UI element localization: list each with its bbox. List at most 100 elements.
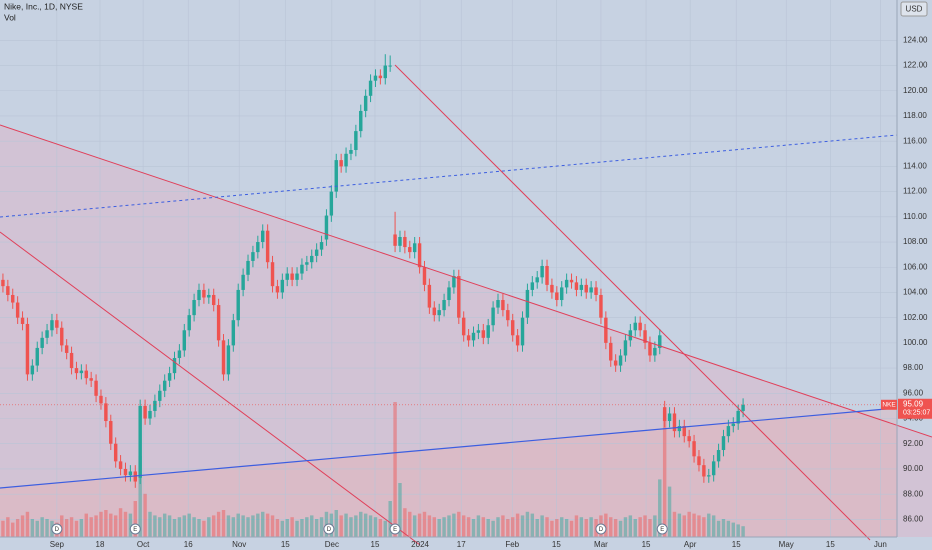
volume-bar	[187, 513, 191, 537]
candle-body	[324, 215, 329, 240]
candle-body	[177, 350, 182, 358]
candle-body	[442, 300, 446, 311]
candle-body	[6, 286, 10, 295]
candle-body	[167, 373, 172, 381]
y-tick-label: 98.00	[903, 363, 924, 372]
volume-bar	[359, 511, 363, 537]
currency-button[interactable]	[900, 1, 928, 17]
candle-body	[354, 131, 358, 151]
candle-body	[481, 330, 486, 338]
candle-body	[491, 307, 495, 326]
candle-body	[667, 413, 672, 422]
volume-bar	[363, 513, 368, 537]
candle-body	[69, 352, 74, 369]
volume-bar	[349, 517, 353, 537]
volume-bar	[231, 517, 236, 537]
candle-body	[162, 380, 167, 391]
candle-body	[638, 322, 642, 331]
candle-body	[383, 65, 387, 79]
candle-body	[373, 75, 378, 81]
x-tick-label: 18	[96, 540, 105, 549]
volume-bar	[648, 519, 652, 537]
candle-body	[716, 450, 721, 462]
volume-bar	[35, 520, 39, 537]
volume-bar	[520, 515, 525, 537]
candle-body	[692, 441, 696, 457]
volume-bar	[177, 517, 182, 537]
volume-bar	[280, 520, 285, 537]
candle-body	[246, 260, 250, 275]
volume-bar	[310, 515, 314, 537]
candle-body	[84, 370, 88, 379]
candle-body	[319, 242, 324, 250]
volume-bar	[422, 511, 427, 537]
candle-body	[422, 267, 427, 285]
y-tick-label: 122.00	[903, 61, 928, 70]
candle-body	[275, 286, 280, 293]
candle-body	[30, 365, 35, 375]
x-tick-label: 16	[184, 540, 193, 549]
volume-bar	[545, 517, 549, 537]
candle-body	[707, 475, 711, 477]
y-tick-label: 110.00	[903, 212, 927, 221]
candle-body	[594, 287, 598, 295]
volume-bar	[579, 517, 584, 537]
y-tick-label: 102.00	[903, 313, 928, 322]
event-label: E	[660, 527, 664, 533]
candle-body	[584, 284, 588, 293]
volume-bar	[300, 519, 304, 537]
candle-body	[265, 230, 270, 263]
volume-bar	[25, 511, 30, 537]
y-tick-label: 88.00	[903, 489, 924, 498]
candle-body	[334, 160, 338, 192]
x-tick-label: 15	[826, 540, 835, 549]
candle-body	[609, 342, 613, 361]
candle-body	[672, 413, 677, 432]
volume-bar	[128, 513, 133, 537]
volume-bar	[251, 515, 255, 537]
volume-bar	[643, 515, 647, 537]
volume-bar	[481, 517, 486, 537]
volume-bar	[623, 517, 628, 537]
volume-bar	[314, 519, 319, 537]
candle-body	[329, 191, 334, 216]
volume-bar	[398, 483, 402, 537]
candle-body	[437, 310, 441, 316]
event-marker	[323, 523, 335, 535]
x-tick-label: Dec	[325, 540, 339, 549]
volume-bar	[45, 519, 49, 537]
event-marker	[656, 523, 668, 535]
volume-bar	[628, 515, 633, 537]
event-label: D	[55, 527, 60, 533]
volume-bar	[1, 520, 5, 537]
x-tick-label: Oct	[137, 540, 150, 549]
volume-bar	[466, 517, 471, 537]
volume-bar	[64, 519, 69, 537]
candle-body	[153, 400, 157, 411]
volume-bar	[452, 513, 456, 537]
volume-bar	[138, 456, 142, 537]
currency[interactable]: USD	[906, 5, 923, 14]
candle-body	[457, 276, 461, 318]
trend-line	[0, 231, 421, 546]
candle-body	[466, 335, 471, 341]
countdown: 03:25:07	[903, 410, 930, 417]
candle-body	[682, 426, 686, 437]
volume-bar	[246, 517, 250, 537]
volume-bar	[202, 520, 206, 537]
x-tick-label: 17	[457, 540, 466, 549]
candle-body	[662, 407, 667, 422]
volume-bar	[339, 515, 343, 537]
volume-bar	[702, 517, 706, 537]
candle-body	[216, 305, 221, 341]
volume-bar	[633, 519, 637, 537]
candle-body	[564, 279, 569, 288]
candle-body	[158, 390, 162, 401]
volume-bar	[158, 517, 162, 537]
event-marker	[51, 523, 63, 535]
x-tick-label: 15	[281, 540, 290, 549]
candle-body	[589, 287, 593, 293]
volume-bar	[721, 519, 726, 537]
y-tick-label: 96.00	[903, 388, 924, 397]
candle-body	[569, 279, 574, 283]
